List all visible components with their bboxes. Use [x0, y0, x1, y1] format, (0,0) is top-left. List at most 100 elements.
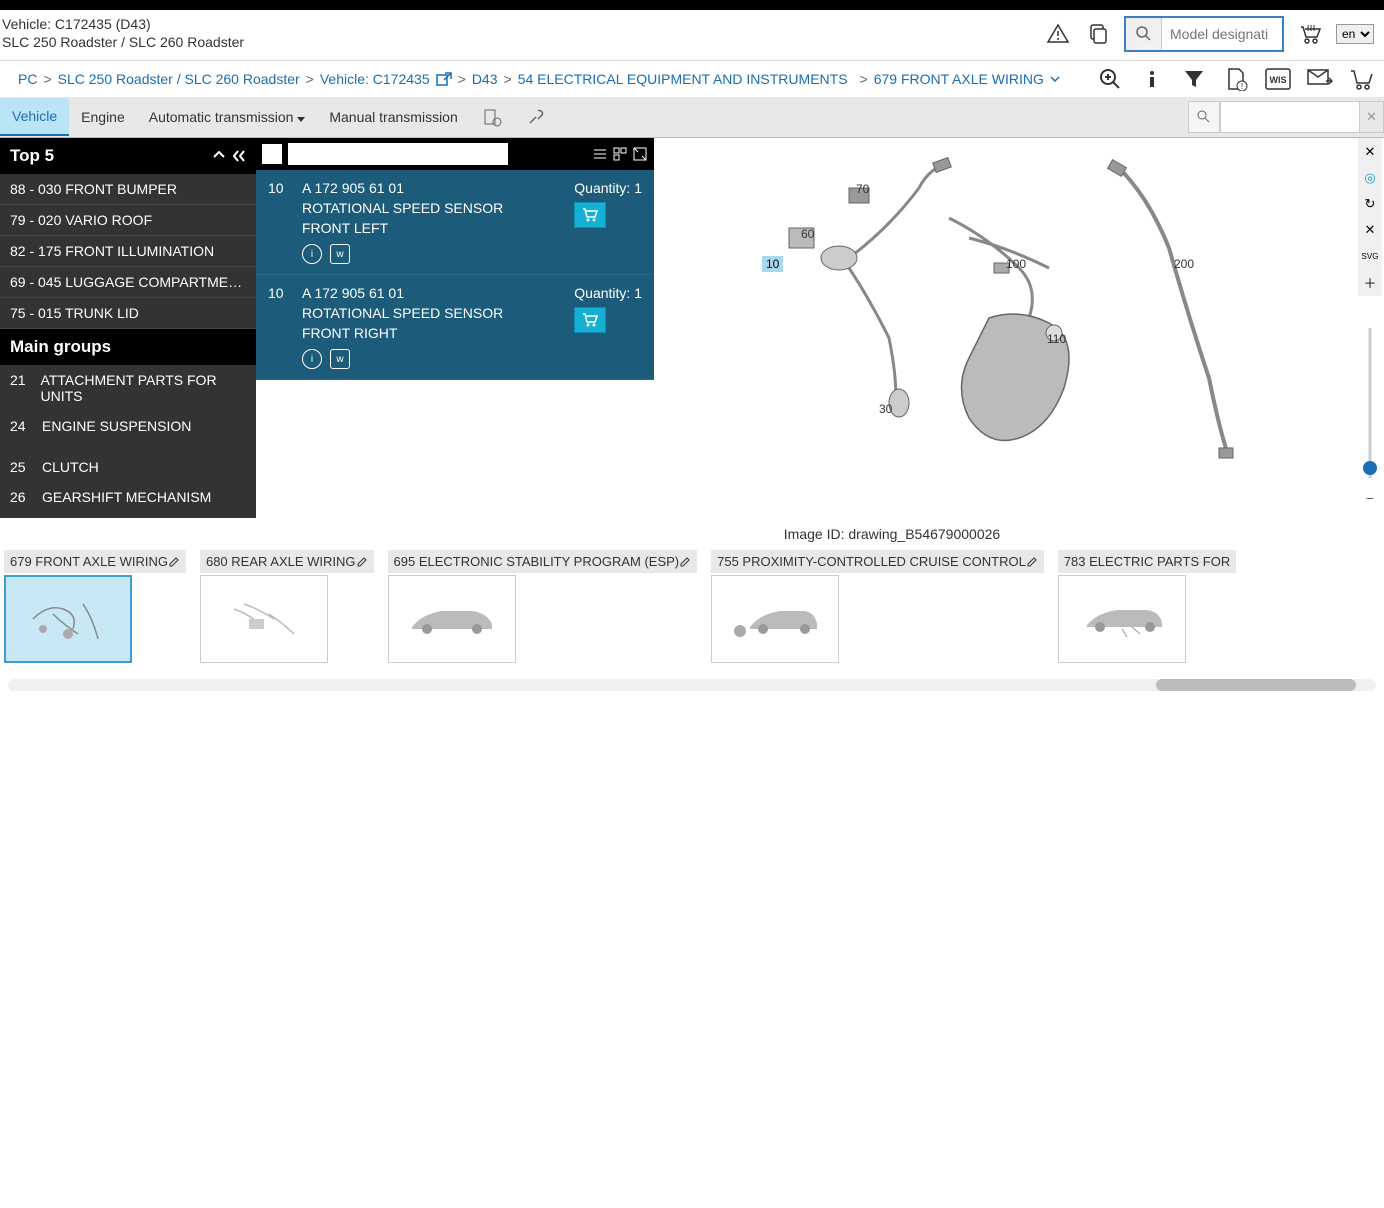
breadcrumb-item[interactable]: D43 [472, 71, 498, 87]
part-qty: Quantity: 1 [574, 285, 642, 369]
info-icon[interactable] [1138, 65, 1166, 93]
model-search-input[interactable] [1162, 18, 1282, 50]
part-row[interactable]: 10 A 172 905 61 01 ROTATIONAL SPEED SENS… [256, 170, 654, 275]
thumbnail-item[interactable]: 679 FRONT AXLE WIRING [4, 550, 186, 663]
thumb-label: 695 ELECTRONIC STABILITY PROGRAM (ESP) [394, 554, 680, 569]
part-name: ROTATIONAL SPEED SENSOR [302, 305, 560, 321]
main-group-item[interactable]: 27MB AUTOMATIC TRANSMISSION [0, 512, 256, 518]
svg-text:200: 200 [1174, 257, 1194, 271]
sidebar-top5-item[interactable]: 75 - 015 TRUNK LID [0, 298, 256, 329]
expand-icon[interactable] [632, 146, 648, 162]
thumb-label: 680 REAR AXLE WIRING [206, 554, 356, 569]
target-icon[interactable]: ◎ [1360, 168, 1380, 188]
close-icon[interactable]: ✕ [1360, 142, 1380, 162]
tab-auto-trans[interactable]: Automatic transmission [137, 99, 318, 135]
main-group-item[interactable]: 21ATTACHMENT PARTS FOR UNITS [0, 365, 256, 411]
rotate-icon[interactable]: ↻ [1360, 194, 1380, 214]
edit-icon[interactable] [679, 556, 691, 568]
sidebar-top5-header: Top 5 [0, 138, 256, 174]
wis-icon[interactable]: WIS [1264, 65, 1292, 93]
breadcrumb-sep: > [43, 71, 51, 87]
chevron-up-icon[interactable] [212, 149, 226, 159]
tab-tool-2[interactable] [514, 97, 558, 137]
thumb-image[interactable] [711, 575, 839, 663]
parts-select-all[interactable] [262, 144, 282, 164]
main-group-item[interactable]: 26GEARSHIFT MECHANISM [0, 482, 256, 512]
thumbnail-item[interactable]: 755 PROXIMITY-CONTROLLED CRUISE CONTROL [711, 550, 1044, 663]
sidebar: Top 5 88 - 030 FRONT BUMPER 79 - 020 VAR… [0, 138, 256, 518]
diagram-area[interactable]: 60 70 100 110 200 30 10 ✕ ◎ ↻ ✕ SVG ＋ − [654, 138, 1384, 518]
thumbnail-item[interactable]: 783 ELECTRIC PARTS FOR [1058, 550, 1236, 663]
parts-filter-input[interactable] [288, 143, 508, 165]
warning-icon[interactable] [1044, 20, 1072, 48]
breadcrumb-item[interactable]: Vehicle: C172435 [320, 71, 430, 87]
document-alert-icon[interactable]: ! [1222, 65, 1250, 93]
filter-icon[interactable] [1180, 65, 1208, 93]
zoom-in-icon[interactable] [1096, 65, 1124, 93]
tab-manual-trans[interactable]: Manual transmission [317, 99, 469, 135]
thumbnail-item[interactable]: 695 ELECTRONIC STABILITY PROGRAM (ESP) [388, 550, 698, 663]
main-group-item[interactable]: 25CLUTCH [0, 452, 256, 482]
tab-vehicle[interactable]: Vehicle [0, 98, 69, 136]
horizontal-scrollbar[interactable] [8, 679, 1376, 691]
cart-icon[interactable] [1296, 20, 1324, 48]
edit-icon[interactable] [168, 556, 180, 568]
breadcrumb-item[interactable]: 54 ELECTRICAL EQUIPMENT AND INSTRUMENTS [518, 71, 848, 87]
thumb-image[interactable] [388, 575, 516, 663]
language-select[interactable]: en [1336, 24, 1374, 44]
sidebar-top5-item[interactable]: 69 - 045 LUGGAGE COMPARTMENT C... [0, 267, 256, 298]
list-icon[interactable] [592, 146, 608, 162]
thumbnail-item[interactable]: 680 REAR AXLE WIRING [200, 550, 374, 663]
callout-highlighted[interactable]: 10 [762, 256, 783, 272]
breadcrumb-current[interactable]: 679 FRONT AXLE WIRING [874, 71, 1044, 87]
tab-search-icon[interactable] [1188, 101, 1220, 133]
cart-icon-2[interactable] [1348, 65, 1376, 93]
edit-icon[interactable] [1026, 556, 1038, 568]
mail-icon[interactable] [1306, 65, 1334, 93]
search-icon[interactable] [1126, 18, 1162, 50]
add-to-cart-button[interactable] [574, 307, 606, 333]
main-content: Top 5 88 - 030 FRONT BUMPER 79 - 020 VAR… [0, 138, 1384, 518]
sidebar-top5-item[interactable]: 79 - 020 VARIO ROOF [0, 205, 256, 236]
svg-text:WIS: WIS [1270, 75, 1287, 85]
zoom-plus-icon[interactable]: ＋ [1360, 272, 1380, 292]
tab-engine[interactable]: Engine [69, 99, 137, 135]
part-number: A 172 905 61 01 [302, 180, 560, 196]
image-id: Image ID: drawing_B54679000026 [400, 518, 1384, 550]
chevron-down-icon[interactable] [1050, 76, 1060, 82]
sidebar-top5-item[interactable]: 82 - 175 FRONT ILLUMINATION [0, 236, 256, 267]
part-row[interactable]: 10 A 172 905 61 01 ROTATIONAL SPEED SENS… [256, 275, 654, 380]
tab-search-input[interactable] [1220, 101, 1360, 133]
breadcrumb-item[interactable]: SLC 250 Roadster / SLC 260 Roadster [58, 71, 300, 87]
sidebar-top5-item[interactable]: 88 - 030 FRONT BUMPER [0, 174, 256, 205]
grid-icon[interactable] [612, 146, 628, 162]
wis-small-icon[interactable]: w [330, 349, 350, 369]
info-icon[interactable]: i [302, 244, 322, 264]
vehicle-label: Vehicle: C172435 (D43) [2, 16, 244, 32]
top5-label: Top 5 [10, 146, 54, 166]
svg-text:30: 30 [879, 402, 893, 416]
thumb-image[interactable] [4, 575, 132, 663]
info-icon[interactable]: i [302, 349, 322, 369]
main-group-item[interactable]: 24ENGINE SUSPENSION [0, 411, 256, 452]
collapse-icon[interactable] [232, 149, 246, 163]
diagram-toolbar: ✕ ◎ ↻ ✕ SVG ＋ [1358, 138, 1382, 296]
add-to-cart-button[interactable] [574, 202, 606, 228]
breadcrumb-sep: > [458, 71, 466, 87]
svg-icon[interactable]: SVG [1360, 246, 1380, 266]
tab-search-clear-icon[interactable]: ✕ [1360, 101, 1384, 133]
tab-tool-1[interactable] [470, 97, 514, 137]
parts-panel: 10 A 172 905 61 01 ROTATIONAL SPEED SENS… [256, 138, 654, 518]
zoom-slider[interactable]: − [1362, 318, 1378, 478]
external-icon[interactable] [436, 72, 452, 86]
header: Vehicle: C172435 (D43) SLC 250 Roadster … [0, 10, 1384, 52]
thumb-image[interactable] [200, 575, 328, 663]
thumb-image[interactable] [1058, 575, 1186, 663]
scrollbar-thumb[interactable] [1156, 679, 1356, 691]
breadcrumb-item[interactable]: PC [18, 71, 37, 87]
copy-icon[interactable] [1084, 20, 1112, 48]
diagram-svg: 60 70 100 110 200 30 [654, 138, 1384, 518]
crosshair-icon[interactable]: ✕ [1360, 220, 1380, 240]
wis-small-icon[interactable]: w [330, 244, 350, 264]
edit-icon[interactable] [356, 556, 368, 568]
